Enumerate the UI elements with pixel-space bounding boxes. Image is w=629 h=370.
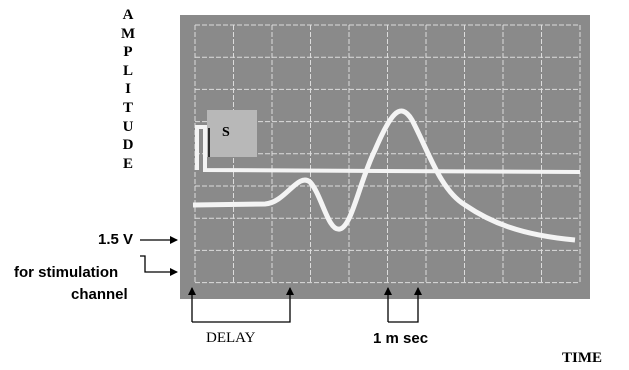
voltage-label: 1.5 V <box>98 231 133 248</box>
stimulus-label: S <box>222 125 230 141</box>
x-axis-label: TIME <box>562 350 602 367</box>
stimulus-box <box>207 110 257 157</box>
voltage-label: channel <box>71 286 128 303</box>
time-scale-label: 1 m sec <box>373 330 428 347</box>
diagram <box>0 0 629 370</box>
page: AMPLITUDE S 1.5 V for stimulation channe… <box>0 0 629 370</box>
delay-label: DELAY <box>206 330 255 347</box>
y-axis-label: AMPLITUDE <box>121 6 135 173</box>
voltage-label: for stimulation <box>14 264 118 281</box>
